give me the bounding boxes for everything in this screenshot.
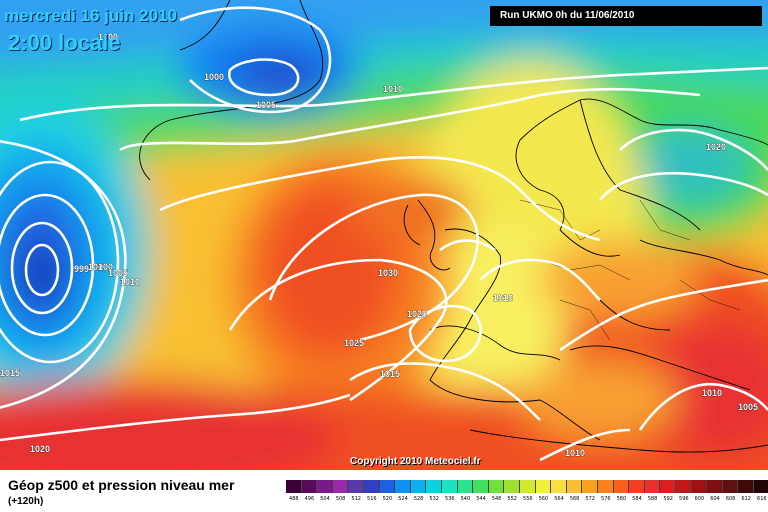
isobar-label: 1020 [30, 444, 50, 454]
legend-swatch [722, 480, 739, 493]
legend-swatch [473, 480, 489, 493]
legend-value: 584 [632, 496, 642, 502]
legend-swatch [738, 480, 754, 493]
legend-value: 580 [616, 496, 627, 502]
legend-value: 504 [320, 496, 330, 502]
legend-value: 552 [507, 496, 517, 502]
legend-swatch [598, 480, 614, 493]
weather-map: 1000 1000 1005 1010 1020 999 100 100 100… [0, 0, 768, 470]
legend-swatch [317, 480, 333, 493]
isobar-label: 1010 [702, 388, 722, 398]
legend-swatch [644, 480, 661, 493]
isobar-label: 1010 [383, 84, 403, 94]
legend-swatch [286, 480, 302, 493]
legend-value: 488 [289, 496, 299, 502]
isobar-label: 1015 [380, 369, 400, 379]
legend-value: 572 [585, 496, 595, 502]
legend-value: 600 [694, 496, 705, 502]
borders [519, 199, 741, 341]
legend-swatch [535, 480, 552, 493]
map-canvas: 1000 1000 1005 1010 1020 999 100 100 100… [0, 0, 768, 470]
isobar-label: 1000 [98, 32, 118, 42]
legend-swatch [582, 480, 598, 493]
isobar-label: 1005 [738, 402, 758, 412]
legend-swatch [566, 480, 583, 493]
isobar-label: 1005 [256, 100, 276, 110]
isobar-label: 1020 [706, 142, 726, 152]
legend-swatch [504, 480, 520, 493]
legend-swatch [332, 480, 349, 493]
isobar-labels: 1000 1000 1005 1010 1020 999 100 100 100… [0, 32, 758, 459]
isobar-label: 100 [98, 262, 113, 272]
legend-swatch [364, 480, 380, 493]
legend-swatch [613, 480, 630, 493]
map-title: Géop z500 et pression niveau mer [8, 477, 235, 493]
legend-value: 540 [460, 496, 471, 502]
color-scale-legend: 488 496 504 508 512 516 520 524 528 532 536 540 544 5… [286, 480, 768, 504]
legend-swatch [410, 480, 427, 493]
isobars [0, 6, 768, 462]
forecast-date: mercredi 16 juin 2010 [4, 6, 177, 25]
legend-value: 612 [741, 496, 751, 502]
legend-value: 608 [725, 496, 736, 502]
legend-value: 508 [335, 496, 346, 502]
isobar-label: 1010 [565, 448, 585, 458]
legend-value: 548 [491, 496, 502, 502]
legend-value: 588 [647, 496, 658, 502]
legend-swatch [488, 480, 505, 493]
map-footer: Géop z500 et pression niveau mer (+120h)… [0, 470, 768, 512]
isobar-label: 1015 [0, 368, 20, 378]
legend-swatch [379, 480, 396, 493]
legend-swatch [691, 480, 708, 493]
isobar-label: 100 [88, 262, 103, 272]
isobar-label: 1030 [378, 268, 398, 278]
legend-swatch [348, 480, 364, 493]
legend-value: 592 [663, 496, 673, 502]
legend-value: 604 [710, 496, 720, 502]
legend-swatch [426, 480, 442, 493]
isobar-label: 1010 [120, 277, 140, 287]
legend-value: 564 [554, 496, 564, 502]
legend-swatch [395, 480, 411, 493]
copyright-text: Copyright 2010 Meteociel.fr [350, 456, 481, 467]
legend-swatch [551, 480, 567, 493]
legend-value: 616 [757, 496, 767, 502]
legend-value: 576 [601, 496, 611, 502]
legend-value: 568 [569, 496, 580, 502]
model-run-label: Run UKMO 0h du 11/06/2010 [490, 6, 762, 26]
legend-swatch [457, 480, 474, 493]
legend-swatch [676, 480, 692, 493]
legend-swatch [754, 480, 768, 493]
forecast-time: 2:00 locale [8, 30, 121, 55]
legend-value: 512 [351, 496, 361, 502]
isobar-label: 1025 [344, 338, 364, 348]
legend-value: 528 [413, 496, 424, 502]
isobar-label: 1010 [493, 293, 513, 303]
legend-swatch [301, 480, 318, 493]
isobar-label: 1005 [108, 268, 128, 278]
isobar-label: 1020 [407, 309, 427, 319]
legend-value: 520 [382, 496, 393, 502]
legend-swatch [442, 480, 458, 493]
legend-value: 596 [679, 496, 689, 502]
legend-value: 544 [476, 496, 486, 502]
forecast-offset: (+120h) [8, 496, 44, 507]
legend-swatch [660, 480, 676, 493]
legend-value: 516 [367, 496, 377, 502]
legend-value: 560 [538, 496, 549, 502]
legend-swatch [629, 480, 645, 493]
legend-value: 536 [445, 496, 455, 502]
legend-value: 532 [429, 496, 439, 502]
isobar-label: 999 [74, 264, 89, 274]
legend-swatch [520, 480, 536, 493]
isobar-label: 1000 [204, 72, 224, 82]
legend-value: 496 [304, 496, 315, 502]
legend-value: 556 [523, 496, 533, 502]
legend-value: 524 [398, 496, 408, 502]
legend-swatch [707, 480, 723, 493]
